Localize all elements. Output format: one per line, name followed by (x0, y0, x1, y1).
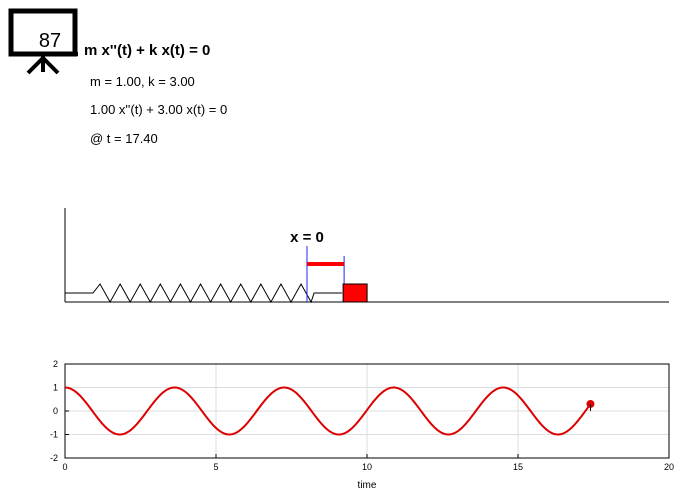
y-tick-label: 2 (53, 359, 58, 369)
x-tick-label: 0 (62, 462, 67, 472)
board-number: 87 (38, 30, 62, 52)
time-plot: 0 5 10 15 20 -2 -1 0 1 2 time (50, 359, 674, 491)
spring (65, 282, 343, 304)
mass-block (342, 283, 368, 303)
equation-title: m x''(t) + k x(t) = 0 (84, 42, 211, 59)
plot-ticks: 0 5 10 15 20 -2 -1 0 1 2 (50, 359, 674, 472)
equilibrium-label: x = 0 (290, 229, 324, 246)
position-curve (64, 386, 592, 436)
spring-mass-scene: x = 0 (64, 208, 669, 304)
y-tick-label: -1 (50, 430, 58, 440)
y-tick-label: 0 (53, 406, 58, 416)
x-tick-label: 20 (664, 462, 674, 472)
x-tick-label: 15 (513, 462, 523, 472)
equation-instance: 1.00 x''(t) + 3.00 x(t) = 0 (90, 102, 228, 117)
y-tick-label: -2 (50, 453, 58, 463)
parameters-text: m = 1.00, k = 3.00 (90, 74, 195, 89)
y-tick-label: 1 (53, 383, 58, 393)
time-readout: @ t = 17.40 (90, 131, 158, 146)
x-tick-label: 5 (213, 462, 218, 472)
x-tick-label: 10 (362, 462, 372, 472)
board-icon: 87 (8, 8, 80, 81)
x-axis-label: time (358, 480, 377, 491)
